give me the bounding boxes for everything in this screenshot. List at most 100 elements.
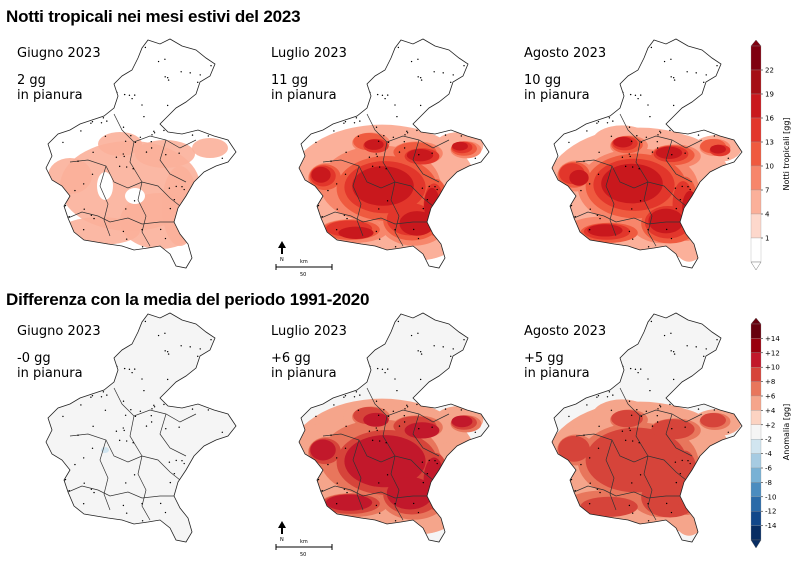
station-point [206, 204, 209, 206]
station-point [74, 110, 77, 112]
station-point [353, 396, 356, 398]
panel-month: Giugno 2023 [17, 324, 101, 339]
colorbar-tick-label: 1 [765, 235, 769, 243]
station-point [559, 514, 562, 516]
station-point [153, 404, 155, 407]
station-point [159, 502, 162, 505]
station-point [118, 439, 121, 442]
station-point [671, 154, 673, 156]
station-point [628, 230, 631, 233]
station-point [631, 512, 634, 514]
station-point [211, 194, 213, 196]
station-point [554, 408, 556, 410]
station-point [115, 156, 118, 158]
panel-value: 10 gg [524, 73, 562, 88]
station-point [580, 384, 583, 386]
station-point [571, 91, 573, 94]
station-point [215, 509, 217, 512]
station-point [381, 368, 384, 371]
station-point [103, 251, 105, 253]
station-point [61, 96, 63, 98]
station-point [178, 152, 180, 154]
station-point [113, 48, 115, 50]
station-point [122, 230, 125, 233]
station-point [576, 315, 578, 317]
station-point [730, 166, 732, 169]
station-point [353, 351, 355, 353]
station-point [468, 509, 470, 512]
station-point [61, 370, 63, 372]
station-point [153, 130, 155, 133]
station-point [299, 129, 301, 131]
station-point [606, 351, 608, 353]
station-point [436, 188, 438, 191]
station-point [63, 220, 65, 222]
station-point [684, 426, 686, 428]
station-point [123, 367, 126, 370]
station-point [665, 228, 668, 231]
station-point [82, 503, 85, 505]
station-point [637, 371, 639, 374]
station-point [344, 173, 347, 176]
station-point [431, 152, 433, 154]
station-point [629, 93, 632, 96]
station-point [122, 153, 124, 155]
province-border [159, 413, 187, 457]
station-point [433, 71, 435, 73]
station-point [420, 79, 423, 81]
province-border [412, 413, 440, 457]
colorbar-tick-label: -2 [765, 436, 772, 444]
colorbar-swatch [750, 410, 762, 425]
station-point [459, 204, 462, 206]
station-point [550, 350, 551, 351]
station-point [628, 126, 631, 128]
station-point [48, 134, 50, 136]
station-point [386, 327, 388, 329]
colorbar-tick-label: 7 [765, 187, 769, 195]
station-point [54, 320, 57, 322]
station-point [199, 74, 201, 76]
station-point [54, 239, 56, 242]
colorbar-swatch [750, 367, 762, 382]
station-point [297, 350, 298, 351]
station-point [371, 439, 374, 442]
province-border [137, 181, 151, 247]
value-area [648, 208, 684, 234]
station-point [634, 368, 637, 371]
station-point [663, 334, 666, 337]
station-point [122, 427, 124, 429]
station-point [386, 200, 389, 202]
station-point [151, 259, 153, 261]
station-point [222, 452, 224, 455]
value-area [580, 496, 638, 517]
station-point [337, 515, 340, 517]
station-point [71, 49, 73, 52]
station-point [306, 514, 309, 516]
station-point [726, 388, 729, 391]
station-point [303, 208, 306, 211]
station-point [412, 502, 415, 505]
station-point [617, 255, 620, 257]
value-area [364, 139, 384, 150]
station-point [634, 94, 637, 97]
station-point [125, 166, 128, 168]
station-point [695, 72, 697, 74]
station-point [209, 101, 211, 103]
value-area [700, 413, 726, 428]
value-area [338, 226, 374, 239]
station-point [560, 513, 562, 516]
station-point [150, 421, 153, 423]
station-point [396, 389, 398, 392]
station-point [473, 388, 476, 391]
station-point [168, 187, 171, 189]
colorbar-tick-label: +8 [765, 378, 775, 386]
station-point [723, 534, 726, 536]
station-point [344, 121, 347, 123]
station-point [674, 187, 677, 189]
station-point [631, 208, 633, 210]
station-point [670, 511, 673, 514]
station-point [41, 123, 42, 124]
station-point [71, 323, 73, 326]
station-point [164, 58, 166, 61]
panel-month: Agosto 2023 [524, 46, 607, 61]
